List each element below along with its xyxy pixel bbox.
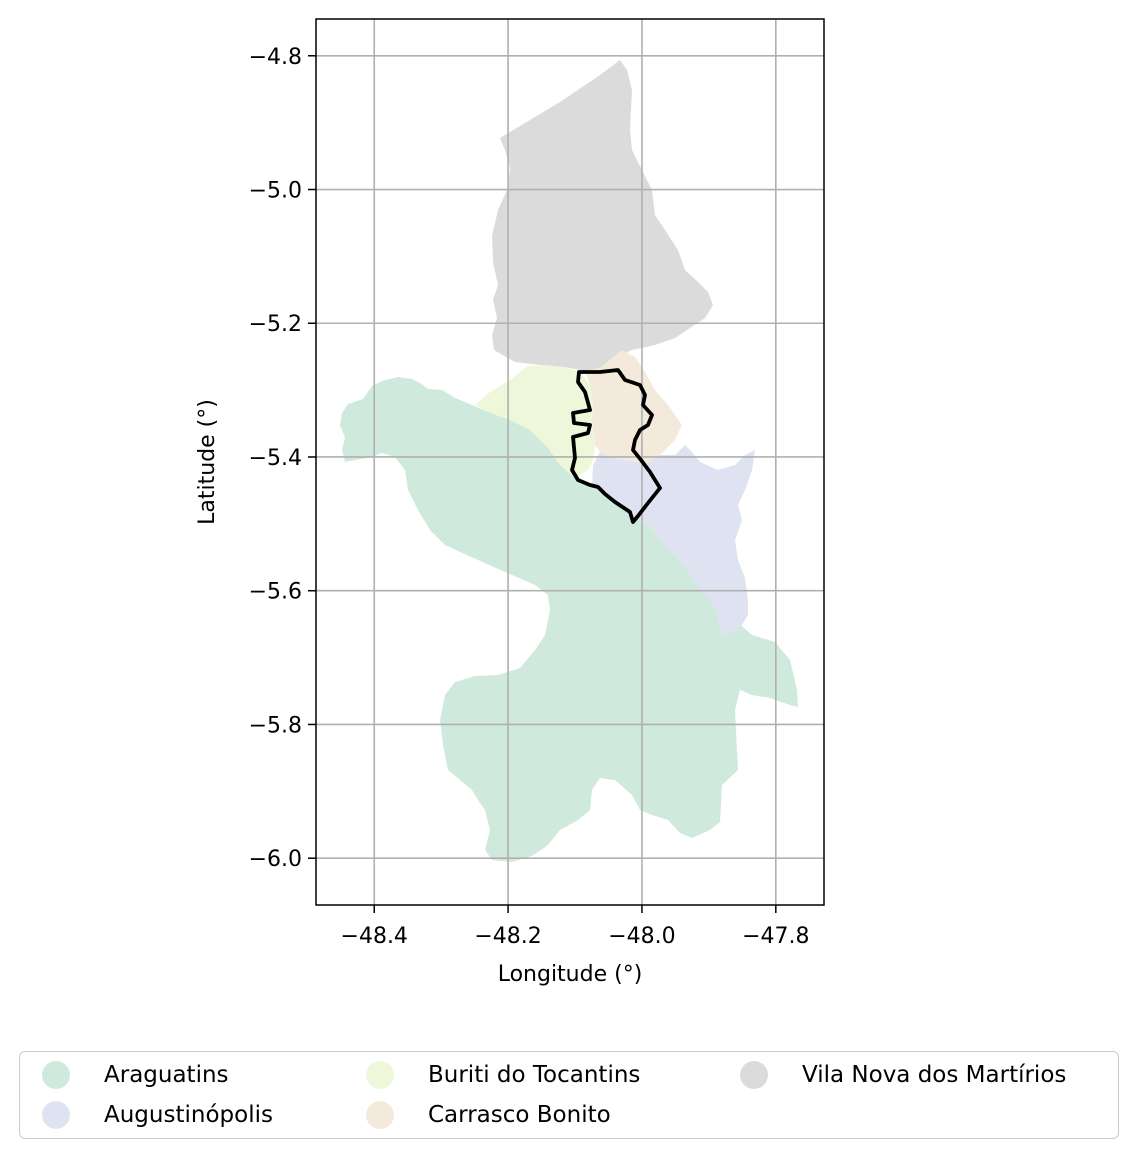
legend: Araguatins Augustinópolis Buriti do Tocant… xyxy=(19,1051,1119,1139)
legend-marker-icon xyxy=(366,1061,394,1089)
legend-item: Augustinópolis xyxy=(42,1100,273,1130)
y-tick-label: −5.6 xyxy=(249,580,302,605)
highlight-outline xyxy=(570,368,662,524)
y-tick-label: −5.4 xyxy=(249,446,302,471)
map-plot: −48.4 −48.2 −48.0 −47.8 −4.8 −5.0 −5.2 −5.4 −5.… xyxy=(195,18,825,987)
y-tick-label: −5.2 xyxy=(249,312,302,337)
legend-marker-icon xyxy=(42,1061,70,1089)
region-polygons xyxy=(340,60,798,862)
x-tick-label: −48.0 xyxy=(608,924,675,949)
legend-item: Vila Nova dos Martírios xyxy=(740,1060,1066,1090)
legend-label: Vila Nova dos Martírios xyxy=(802,1062,1067,1088)
region-carrasco-bonito xyxy=(585,350,682,463)
x-axis-label: Longitude (°) xyxy=(498,962,643,987)
legend-label: Buriti do Tocantins xyxy=(428,1062,641,1088)
legend-label: Araguatins xyxy=(104,1062,229,1088)
y-axis: −4.8 −5.0 −5.2 −5.4 −5.6 −5.8 −6.0 xyxy=(249,45,316,872)
legend-marker-icon xyxy=(42,1101,70,1129)
x-tick-label: −48.4 xyxy=(341,924,408,949)
legend-item: Araguatins xyxy=(42,1060,229,1090)
x-tick-label: −48.2 xyxy=(474,924,541,949)
region-augustinopolis xyxy=(592,445,755,635)
legend-label: Augustinópolis xyxy=(104,1102,273,1128)
region-araguatins xyxy=(340,377,798,862)
y-axis-label: Latitude (°) xyxy=(195,399,220,525)
legend-item: Carrasco Bonito xyxy=(366,1100,611,1130)
y-tick-label: −5.8 xyxy=(249,713,302,738)
legend-marker-icon xyxy=(740,1061,768,1089)
y-tick-label: −6.0 xyxy=(249,847,302,872)
legend-item: Buriti do Tocantins xyxy=(366,1060,640,1090)
y-tick-label: −5.0 xyxy=(249,179,302,204)
grid-lines xyxy=(316,19,824,905)
x-tick-label: −47.8 xyxy=(742,924,809,949)
region-buriti-do-tocantins xyxy=(475,365,595,478)
region-vila-nova-dos-martirios xyxy=(492,60,713,371)
x-axis: −48.4 −48.2 −48.0 −47.8 xyxy=(341,905,810,949)
plot-frame xyxy=(315,18,825,906)
y-tick-label: −4.8 xyxy=(249,45,302,70)
legend-marker-icon xyxy=(366,1101,394,1129)
legend-label: Carrasco Bonito xyxy=(428,1102,611,1128)
